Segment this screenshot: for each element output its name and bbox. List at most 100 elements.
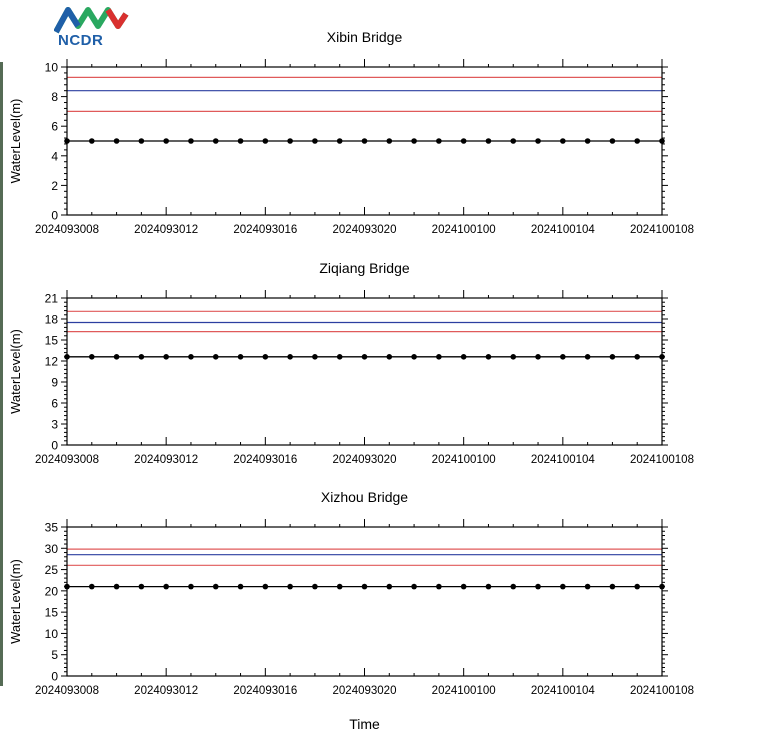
data-point [138, 583, 145, 590]
data-point [609, 354, 616, 360]
x-tick-label: 2024093012 [134, 685, 198, 697]
y-tick-label: 10 [45, 627, 59, 641]
data-point [609, 138, 616, 144]
x-tick-label: 2024093012 [134, 454, 198, 466]
data-point [460, 354, 467, 360]
data-point [237, 354, 244, 360]
data-point [560, 583, 566, 590]
data-point [188, 138, 194, 144]
x-tick-label: 2024093020 [333, 454, 397, 466]
y-axis-label: WaterLevel(m) [8, 99, 23, 184]
y-tick-label: 35 [45, 521, 59, 535]
x-tick-label: 2024100104 [531, 224, 596, 236]
data-point [584, 354, 591, 360]
x-tick-label: 2024093012 [134, 224, 198, 236]
y-tick-label: 12 [45, 355, 59, 369]
data-point [138, 138, 145, 144]
x-tick-label: 2024093008 [35, 685, 99, 697]
x-tick-label: 2024100108 [630, 224, 694, 236]
data-point [64, 354, 70, 360]
y-tick-label: 0 [51, 670, 58, 684]
data-point [312, 138, 318, 144]
data-point [584, 583, 591, 590]
data-point [659, 138, 665, 144]
x-tick-label: 2024093008 [35, 454, 99, 466]
y-tick-label: 4 [51, 149, 58, 163]
data-point [212, 354, 219, 360]
data-point [485, 138, 492, 144]
y-tick-label: 15 [45, 606, 59, 620]
ncdr-logo: NCDR [53, 4, 130, 50]
data-point [287, 354, 293, 360]
data-point [535, 354, 541, 360]
data-point [113, 138, 120, 144]
logo-mark-icon [53, 7, 129, 34]
x-tick-label: 2024100104 [531, 454, 596, 466]
data-point [262, 583, 269, 590]
y-tick-label: 15 [45, 334, 59, 348]
y-tick-label: 3 [51, 418, 58, 432]
y-tick-label: 9 [51, 376, 58, 390]
data-point [188, 583, 194, 590]
data-point [386, 354, 393, 360]
data-point [659, 354, 665, 360]
x-tick-label: 2024100100 [432, 454, 496, 466]
y-tick-label: 0 [51, 439, 58, 453]
x-tick-label: 2024093016 [233, 454, 297, 466]
chart-title: Xizhou Bridge [321, 489, 408, 505]
data-point [312, 354, 318, 360]
data-point [88, 138, 95, 144]
y-tick-label: 18 [45, 313, 59, 327]
y-tick-label: 21 [45, 292, 59, 306]
data-point [163, 138, 169, 144]
x-tick-label: 2024100104 [531, 685, 596, 697]
data-point [634, 138, 641, 144]
data-point [237, 138, 244, 144]
data-point [510, 583, 517, 590]
data-point [212, 583, 219, 590]
y-tick-label: 5 [51, 648, 58, 662]
data-point [361, 583, 368, 590]
x-tick-label: 2024093016 [233, 224, 297, 236]
data-point [138, 354, 145, 360]
x-tick-label: 2024100108 [630, 685, 694, 697]
x-tick-label: 2024100108 [630, 454, 694, 466]
data-point [436, 583, 442, 590]
x-tick-label: 2024093020 [333, 685, 397, 697]
data-point [460, 583, 467, 590]
x-tick-label: 2024100100 [432, 685, 496, 697]
data-point [436, 354, 442, 360]
y-tick-label: 6 [51, 120, 58, 134]
left-edge-bar [0, 62, 3, 686]
plot-frame [66, 297, 663, 446]
data-point [460, 138, 467, 144]
x-axis-label: Time [349, 716, 380, 732]
data-point [336, 583, 343, 590]
x-tick-label: 2024093008 [35, 224, 99, 236]
data-point [336, 354, 343, 360]
data-point [609, 583, 616, 590]
data-point [411, 138, 417, 144]
y-tick-label: 0 [51, 209, 58, 223]
data-point [88, 583, 95, 590]
data-point [113, 354, 120, 360]
data-point [584, 138, 591, 144]
data-point [634, 583, 641, 590]
data-point [361, 354, 368, 360]
x-tick-label: 2024100100 [432, 224, 496, 236]
data-point [386, 583, 393, 590]
data-point [560, 138, 566, 144]
data-point [436, 138, 442, 144]
data-point [411, 354, 417, 360]
data-point [113, 583, 120, 590]
y-tick-label: 20 [45, 584, 59, 598]
data-point [411, 583, 417, 590]
y-tick-label: 8 [51, 90, 58, 104]
data-point [560, 354, 566, 360]
data-point [163, 354, 169, 360]
data-point [237, 583, 244, 590]
data-point [88, 354, 95, 360]
data-point [188, 354, 194, 360]
y-axis-label: WaterLevel(m) [8, 329, 23, 414]
